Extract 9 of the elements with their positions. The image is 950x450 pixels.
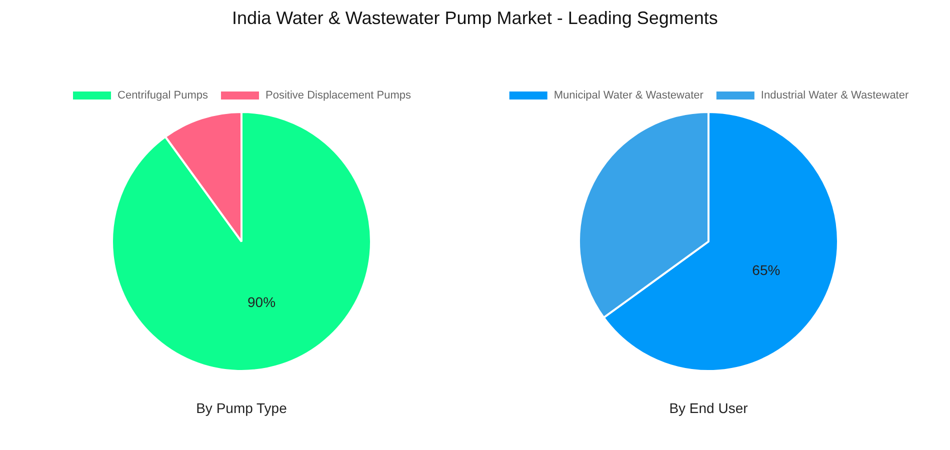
- data-label: 90%: [247, 294, 276, 310]
- legend-label: Centrifugal Pumps: [118, 90, 208, 102]
- text: By Pump Type: [195, 400, 288, 416]
- legend-label: Industrial Water & Wastewater: [760, 90, 909, 102]
- legend-label: Municipal Water & Wastewater: [554, 90, 704, 102]
- text: By End User: [668, 400, 749, 416]
- data-label: 65%: [752, 262, 780, 278]
- legend-label: Positive Displacement Pumps: [265, 90, 412, 102]
- text: India Water & Wastewater Pump Market - Leading Segments: [231, 8, 719, 30]
